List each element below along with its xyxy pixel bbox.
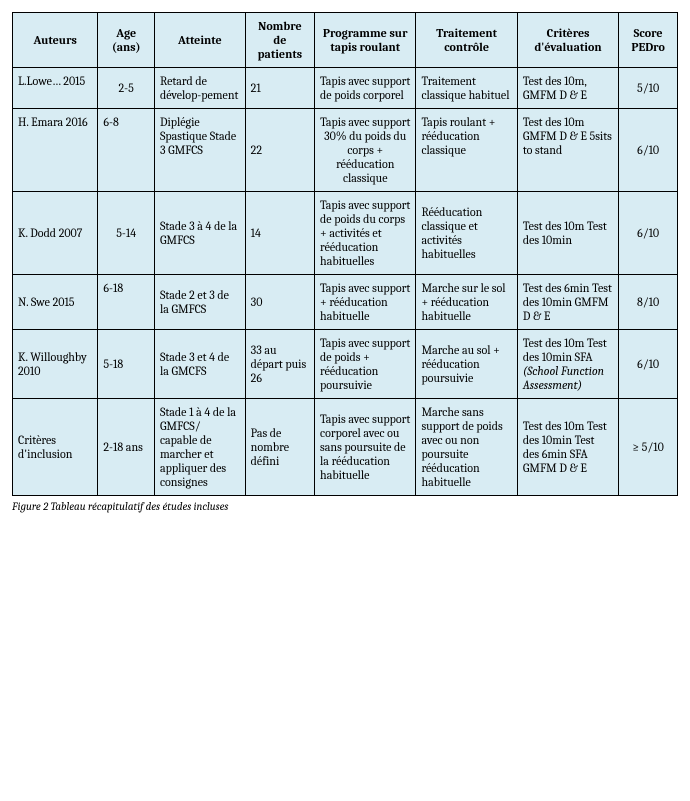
- caption-prefix: Figure 2: [12, 500, 51, 513]
- cell-atteinte: Stade 2 et 3 de la GMFCS: [154, 275, 245, 330]
- cell-score: 5/10: [619, 68, 678, 109]
- cell-nombre: Pas de nombre défini: [245, 399, 314, 496]
- cell-programme: Tapis avec support 30% du poids du corps…: [315, 109, 416, 192]
- cell-nombre: 21: [245, 68, 314, 109]
- cell-criteres: Test des 10m Test des 10min SFA (School …: [517, 330, 618, 399]
- cell-criteres: Test des 10m, GMFM D & E: [517, 68, 618, 109]
- cell-score: 6/10: [619, 192, 678, 275]
- cell-score: 6/10: [619, 109, 678, 192]
- cell-atteinte: Stade 3 et 4 de la GMCFS: [154, 330, 245, 399]
- table-row: N. Swe 2015 6-18 Stade 2 et 3 de la GMFC…: [13, 275, 678, 330]
- cell-criteres: Test des 6min Test des 10min GMFM D & E: [517, 275, 618, 330]
- cell-age: 5-14: [98, 192, 155, 275]
- cell-score: ≥ 5/10: [619, 399, 678, 496]
- cell-programme: Tapis avec support + rééducation habitue…: [315, 275, 416, 330]
- cell-programme: Tapis avec support de poids du corps + a…: [315, 192, 416, 275]
- table-header-row: Auteurs Age (ans) Atteinte Nombre de pat…: [13, 13, 678, 68]
- cell-auteurs: Critères d'inclusion: [13, 399, 98, 496]
- cell-age: 6-18: [98, 275, 155, 330]
- cell-atteinte: Stade 1 à 4 de la GMFCS/ capable de marc…: [154, 399, 245, 496]
- cell-auteurs: H. Emara 2016: [13, 109, 98, 192]
- cell-atteinte: Stade 3 à 4 de la GMFCS: [154, 192, 245, 275]
- cell-criteres: Test des 10m Test des 10min Test des 6mi…: [517, 399, 618, 496]
- cell-nombre: 33 au départ puis 26: [245, 330, 314, 399]
- col-header-age: Age (ans): [98, 13, 155, 68]
- cell-score: 6/10: [619, 330, 678, 399]
- cell-auteurs: N. Swe 2015: [13, 275, 98, 330]
- cell-nombre: 22: [245, 109, 314, 192]
- col-header-atteinte: Atteinte: [154, 13, 245, 68]
- cell-age: 5-18: [98, 330, 155, 399]
- cell-traitement: Marche sur le sol + rééducation habituel…: [416, 275, 517, 330]
- caption-text: Tableau récapitulatif des études incluse…: [51, 500, 229, 513]
- cell-nombre: 14: [245, 192, 314, 275]
- cell-atteinte: Diplégie Spastique Stade 3 GMFCS: [154, 109, 245, 192]
- cell-auteurs: L.Lowe… 2015: [13, 68, 98, 109]
- col-header-criteres: Critères d'évaluation: [517, 13, 618, 68]
- cell-traitement: Marche sans support de poids avec ou non…: [416, 399, 517, 496]
- table-row: H. Emara 2016 6-8 Diplégie Spastique Sta…: [13, 109, 678, 192]
- cell-atteinte: Retard de dévelop-pement: [154, 68, 245, 109]
- figure-caption: Figure 2 Tableau récapitulatif des étude…: [12, 500, 678, 513]
- col-header-programme: Programme sur tapis roulant: [315, 13, 416, 68]
- cell-criteres-main: Test des 10m Test des 10min SFA: [523, 336, 607, 364]
- table-row: K. Willoughby 2010 5-18 Stade 3 et 4 de …: [13, 330, 678, 399]
- cell-traitement: Tapis roulant + rééducation classique: [416, 109, 517, 192]
- cell-criteres: Test des 10m GMFM D & E 5sits to stand: [517, 109, 618, 192]
- cell-age: 6-8: [98, 109, 155, 192]
- cell-auteurs: K. Dodd 2007: [13, 192, 98, 275]
- table-row: K. Dodd 2007 5-14 Stade 3 à 4 de la GMFC…: [13, 192, 678, 275]
- cell-programme: Tapis avec support de poids corporel: [315, 68, 416, 109]
- col-header-score: Score PEDro: [619, 13, 678, 68]
- cell-age: 2-18 ans: [98, 399, 155, 496]
- cell-traitement: Traitement classique habituel: [416, 68, 517, 109]
- cell-nombre: 30: [245, 275, 314, 330]
- cell-traitement: Marche au sol + rééducation poursuivie: [416, 330, 517, 399]
- col-header-nombre: Nombre de patients: [245, 13, 314, 68]
- col-header-traitement: Traitement contrôle: [416, 13, 517, 68]
- cell-traitement: Rééducation classique et activités habit…: [416, 192, 517, 275]
- studies-table: Auteurs Age (ans) Atteinte Nombre de pat…: [12, 12, 678, 496]
- cell-auteurs: K. Willoughby 2010: [13, 330, 98, 399]
- cell-criteres-ital: (School Function Assessment): [523, 364, 604, 392]
- cell-criteres: Test des 10m Test des 10min: [517, 192, 618, 275]
- table-row: Critères d'inclusion 2-18 ans Stade 1 à …: [13, 399, 678, 496]
- cell-age: 2-5: [98, 68, 155, 109]
- col-header-auteurs: Auteurs: [13, 13, 98, 68]
- cell-programme: Tapis avec support de poids + rééducatio…: [315, 330, 416, 399]
- cell-programme: Tapis avec support corporel avec ou sans…: [315, 399, 416, 496]
- table-row: L.Lowe… 2015 2-5 Retard de dévelop-pemen…: [13, 68, 678, 109]
- cell-score: 8/10: [619, 275, 678, 330]
